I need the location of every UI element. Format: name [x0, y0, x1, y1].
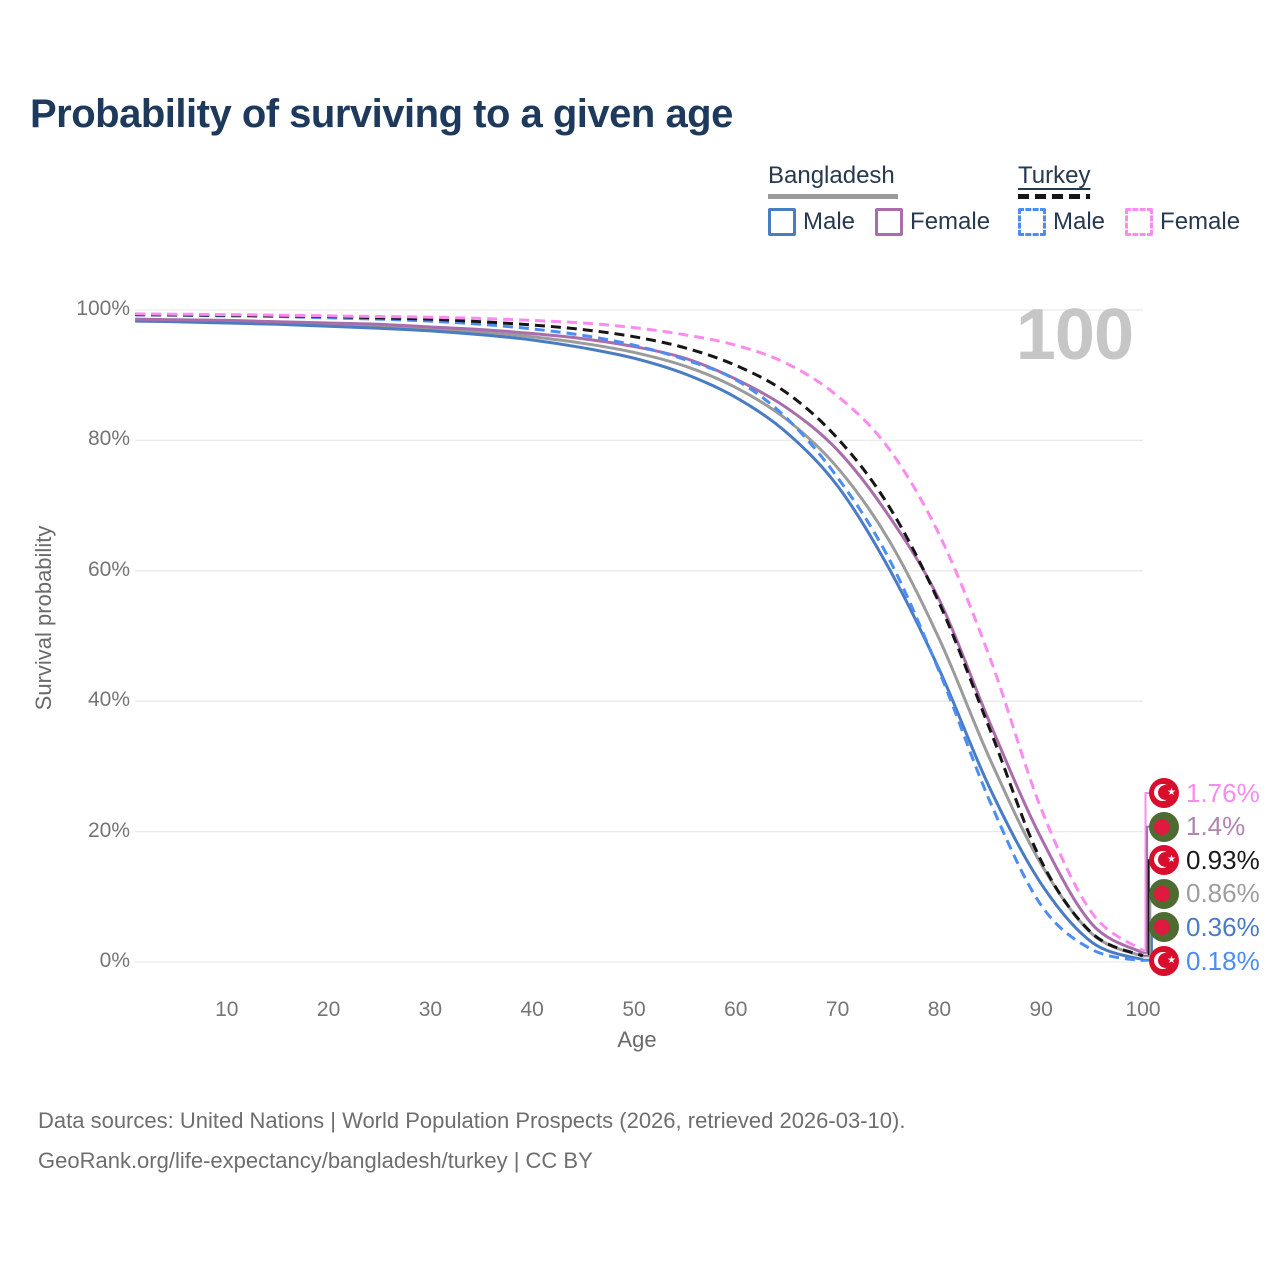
- x-tick-70: 70: [825, 998, 850, 1021]
- legend-group-turkey: Turkey Male Female: [1018, 163, 1260, 236]
- legend-swatch-bangladesh-male[interactable]: [768, 208, 796, 236]
- legend-linestyle-bangladesh: [768, 194, 898, 199]
- series-line-bd-female: [135, 317, 1144, 955]
- x-tick-20: 20: [316, 998, 341, 1021]
- end-value-tr-female: 1.76%: [1186, 777, 1260, 808]
- series-line-tr-male: [135, 313, 1144, 963]
- legend-label-bangladesh-female[interactable]: Female: [910, 208, 991, 235]
- series-line-bd-male: [135, 319, 1144, 962]
- x-tick-40: 40: [520, 998, 544, 1021]
- legend-group-bangladesh: Bangladesh Male Female: [768, 163, 1010, 236]
- y-tick-80: 80%: [87, 427, 130, 451]
- legend-country-turkey[interactable]: Turkey: [1018, 162, 1091, 189]
- end-value-bd-female: 1.4%: [1186, 811, 1246, 842]
- turkey-flag-icon: ★: [1149, 946, 1179, 976]
- x-tick-60: 60: [724, 998, 748, 1021]
- x-tick-30: 30: [418, 998, 443, 1021]
- bangladesh-flag-icon: [1149, 811, 1179, 842]
- x-tick-50: 50: [622, 998, 646, 1021]
- end-value-tr-both: 0.93%: [1186, 844, 1260, 875]
- turkey-flag-icon: ★: [1149, 845, 1179, 876]
- end-label-tr-male: ★ 0.18%: [1149, 946, 1260, 977]
- legend-swatch-turkey-male[interactable]: [1018, 208, 1046, 236]
- data-sources-line: Data sources: United Nations | World Pop…: [38, 1108, 906, 1133]
- y-axis-label: Survival probability: [31, 525, 56, 711]
- series-line-tr-female: [135, 312, 1144, 952]
- end-label-bd-both: 0.86%: [1149, 878, 1260, 909]
- series-line-bd-both: [135, 318, 1144, 958]
- y-tick-40: 40%: [87, 688, 130, 712]
- legend-label-turkey-male[interactable]: Male: [1053, 208, 1106, 235]
- attribution-line: GeoRank.org/life-expectancy/bangladesh/t…: [38, 1148, 593, 1173]
- end-label-bd-male: 0.36%: [1149, 912, 1260, 943]
- y-tick-20: 20%: [87, 818, 130, 842]
- legend-swatch-bangladesh-female[interactable]: [875, 208, 904, 236]
- bangladesh-flag-icon: [1149, 878, 1179, 909]
- page-title: Probability of surviving to a given age: [30, 92, 733, 136]
- bangladesh-flag-icon: [1149, 912, 1179, 943]
- legend-items-turkey: Male Female: [1018, 208, 1260, 236]
- series-line-tr-both: [135, 313, 1144, 958]
- end-value-bd-male: 0.36%: [1186, 911, 1260, 942]
- end-value-tr-male: 0.18%: [1186, 945, 1260, 976]
- end-value-bd-both: 0.86%: [1186, 878, 1260, 909]
- y-tick-0: 0%: [99, 949, 130, 972]
- age-watermark: 100: [1015, 295, 1134, 375]
- legend-linestyle-turkey: [1018, 194, 1090, 199]
- end-label-bd-female: 1.4%: [1149, 811, 1245, 842]
- legend-country-bangladesh[interactable]: Bangladesh: [768, 162, 895, 189]
- legend-items-bangladesh: Male Female: [768, 208, 1010, 236]
- turkey-flag-icon: ★: [1149, 778, 1179, 808]
- legend-swatch-turkey-female[interactable]: [1125, 208, 1154, 236]
- legend-label-turkey-female[interactable]: Female: [1160, 208, 1241, 235]
- legend-label-bangladesh-male[interactable]: Male: [803, 208, 856, 235]
- x-axis-label: Age: [617, 1027, 657, 1052]
- end-label-tr-both: ★ 0.93%: [1149, 845, 1260, 876]
- end-label-tr-female: ★ 1.76%: [1149, 778, 1260, 809]
- x-tick-100: 100: [1125, 998, 1161, 1021]
- x-tick-10: 10: [215, 998, 239, 1021]
- x-tick-80: 80: [927, 998, 952, 1021]
- y-tick-100: 100%: [76, 297, 130, 320]
- y-tick-60: 60%: [87, 557, 130, 581]
- x-tick-90: 90: [1029, 998, 1053, 1021]
